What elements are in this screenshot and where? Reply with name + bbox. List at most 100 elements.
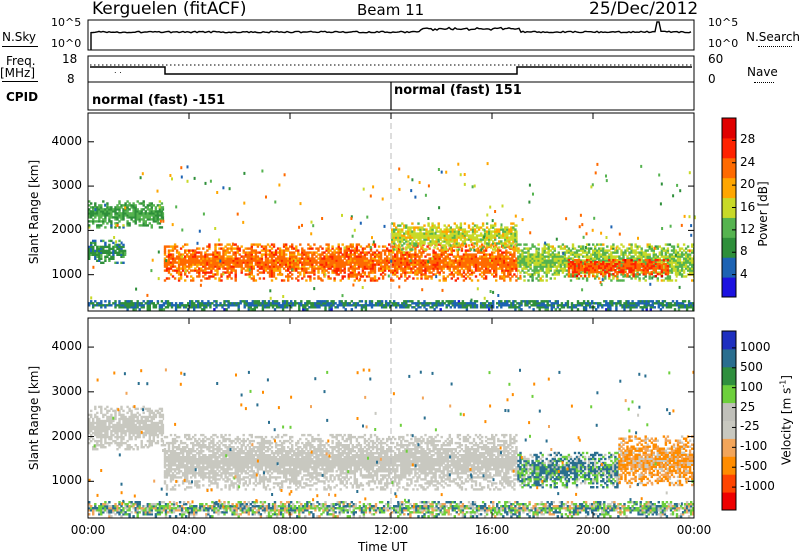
scatter-cell	[278, 271, 282, 274]
scatter-cell	[670, 279, 674, 282]
scatter-cell	[349, 265, 352, 268]
scatter-cell	[608, 268, 611, 272]
scatter-cell	[412, 261, 415, 264]
scatter-cell	[100, 257, 103, 260]
scatter-cell	[177, 271, 181, 274]
scatter-cell	[138, 216, 141, 219]
scatter-cell	[299, 273, 302, 276]
scatter-cell	[194, 261, 197, 264]
scatter-cell	[628, 268, 631, 272]
scatter-cell	[120, 249, 123, 253]
scatter-cell	[216, 267, 219, 270]
scatter-cell	[634, 269, 637, 272]
scatter-cell	[301, 277, 304, 280]
scatter-cell	[549, 277, 552, 280]
scatter-cell	[392, 257, 395, 260]
scatter-cell	[602, 259, 605, 262]
scatter-cell	[150, 206, 153, 209]
scatter-cell	[604, 259, 607, 262]
scatter-cell	[188, 259, 191, 262]
scatter-cell	[506, 228, 509, 231]
scatter-cell	[293, 263, 296, 266]
scatter-cell	[527, 265, 530, 268]
scatter-cell	[510, 230, 513, 233]
scatter-cell	[128, 208, 131, 211]
scatter-cell	[282, 259, 286, 262]
scatter-cell	[393, 230, 396, 233]
scatter-cell	[287, 263, 290, 266]
scatter-cell	[622, 262, 625, 266]
scatter-cell	[365, 261, 369, 264]
scatter-cell	[110, 251, 113, 254]
scatter-cell	[319, 261, 322, 264]
scatter-cell	[666, 261, 670, 264]
scatter-cell	[510, 232, 513, 235]
scatter-cell	[680, 251, 684, 254]
scatter-cell	[186, 253, 189, 256]
scatter-cell	[92, 212, 95, 215]
scatter-cell	[461, 240, 465, 243]
scatter-cell	[429, 226, 432, 229]
scatter-cell	[437, 224, 440, 227]
scatter-cell	[600, 266, 603, 270]
scatter-cell	[442, 265, 445, 268]
scatter-cell	[379, 253, 383, 256]
scatter-cell	[442, 271, 445, 274]
scatter-cell	[573, 268, 577, 272]
scatter-cell	[260, 265, 264, 268]
scatter-cell	[361, 269, 365, 272]
scatter-cell	[132, 208, 135, 211]
scatter-cell	[437, 226, 440, 229]
scatter-cell	[357, 279, 361, 282]
scatter-cell	[490, 226, 493, 229]
scatter-cell	[331, 261, 334, 264]
scatter-cell	[531, 255, 534, 258]
scatter-cell	[412, 259, 415, 262]
scatter-cell	[142, 306, 145, 309]
scatter-cell	[569, 275, 573, 278]
scatter-cell	[114, 212, 117, 215]
scatter-cell	[285, 253, 288, 256]
scatter-cell	[94, 251, 97, 254]
scatter-cell	[452, 261, 455, 264]
scatter-cell	[122, 304, 125, 307]
scatter-cell	[490, 236, 493, 239]
scatter-cell	[498, 246, 501, 249]
scatter-cell	[92, 218, 95, 221]
scatter-cell	[317, 277, 320, 280]
scatter-cell	[140, 210, 143, 213]
scatter-cell	[379, 255, 383, 258]
scatter-cell	[567, 251, 571, 254]
scatter-cell	[449, 244, 452, 247]
scatter-cell	[473, 228, 477, 231]
scatter-cell	[260, 245, 264, 248]
scatter-cell	[444, 259, 447, 262]
scatter-cell	[672, 269, 676, 272]
scatter-cell	[126, 208, 129, 211]
scatter-cell	[557, 257, 560, 260]
scatter-cell	[254, 255, 258, 258]
scatter-cell	[197, 302, 200, 305]
scatter-cell	[391, 222, 394, 225]
scatter-cell	[100, 210, 103, 213]
scatter-cell	[478, 245, 482, 248]
scatter-cell	[504, 226, 507, 229]
scatter-cell	[628, 266, 631, 270]
scatter-cell	[474, 259, 478, 262]
scatter-cell	[102, 247, 105, 251]
scatter-cell	[238, 265, 241, 268]
scatter-cell	[116, 208, 119, 211]
scatter-cell	[467, 238, 471, 241]
scatter-cell	[274, 261, 278, 264]
scatter-cell	[406, 277, 409, 280]
scatter-cell	[333, 263, 336, 266]
scatter-cell	[559, 259, 563, 262]
scatter-cell	[98, 302, 101, 305]
scatter-cell	[138, 220, 141, 223]
scatter-cell	[246, 259, 249, 262]
scatter-cell	[503, 273, 506, 276]
scatter-cell	[148, 214, 151, 217]
scatter-cell	[229, 304, 232, 307]
scatter-cell	[456, 265, 460, 268]
scatter-cell	[646, 264, 649, 268]
